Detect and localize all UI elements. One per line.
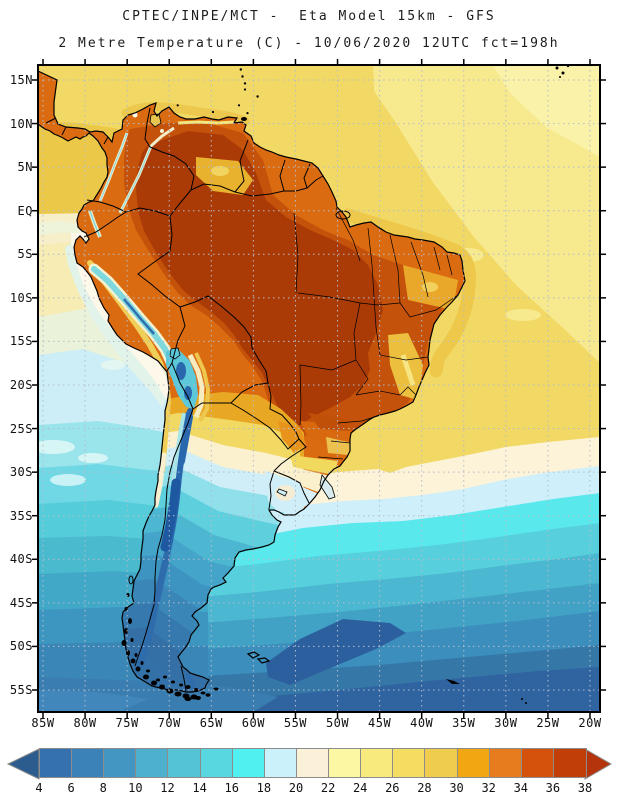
x-axis-label: 45W	[368, 716, 392, 730]
colorbar-tick-label: 10	[128, 781, 143, 795]
colorbar-left-arrow	[7, 748, 40, 780]
south-america-temperature-map	[32, 59, 606, 718]
colorbar-tick-label: 12	[160, 781, 175, 795]
x-axis-label: 25W	[536, 716, 560, 730]
colorbar-tick-label: 24	[352, 781, 368, 795]
y-axis-label: 10N	[9, 116, 33, 131]
y-axis-label: 25S	[9, 421, 33, 436]
colorbar-segment	[360, 748, 395, 778]
x-axis-label: 70W	[157, 716, 181, 730]
x-axis-label: 35W	[452, 716, 476, 730]
x-axis-label: 65W	[199, 716, 223, 730]
x-axis-label: 20W	[578, 716, 602, 730]
colorbar-tick-label: 22	[320, 781, 336, 795]
axis-ticks	[32, 59, 606, 718]
lake-titicaca	[169, 347, 181, 360]
colorbar-tick-label: 34	[513, 781, 529, 795]
x-axis-label: 55W	[283, 716, 308, 730]
colorbar-segment	[71, 748, 106, 778]
x-axis-label: 75W	[115, 716, 139, 730]
colorbar-tick-label: 36	[545, 781, 561, 795]
x-axis-label: 40W	[410, 716, 434, 730]
x-axis-label: 85W	[31, 716, 55, 730]
colorbar-segment	[103, 748, 138, 778]
x-axis-label: 50W	[325, 716, 350, 730]
y-axis-label: 15N	[9, 73, 33, 87]
colorbar-segment	[520, 748, 555, 778]
y-axis-label: 10S	[9, 290, 33, 305]
colorbar-segment	[456, 748, 491, 778]
x-axis-label: 60W	[241, 716, 265, 730]
page-subtitle: 2 Metre Temperature (C) - 10/06/2020 12U…	[58, 36, 560, 51]
colorbar-tick-label: 6	[67, 781, 75, 795]
map-canvas	[32, 59, 606, 718]
x-axis-label: 80W	[73, 716, 97, 730]
latlon-grid	[38, 65, 600, 712]
y-axis-label: 20S	[9, 377, 33, 392]
colorbar-segment	[199, 748, 234, 778]
colorbar-tick-label: 8	[99, 781, 107, 795]
colorbar-tick-label: 28	[417, 781, 432, 795]
colorbar-tick-label: 16	[224, 781, 239, 795]
colorbar-segment	[424, 748, 459, 778]
colorbar-segment	[167, 748, 202, 778]
y-axis-label: 40S	[9, 552, 33, 567]
map-frame	[37, 64, 601, 713]
colorbar-segment	[552, 748, 588, 778]
colorbar-tick-label: 38	[577, 781, 593, 795]
temperature-colorbar	[7, 748, 612, 780]
colorbar-tick-label: 4	[35, 781, 43, 795]
colorbar-segment	[135, 748, 170, 778]
colorbar-segment	[328, 748, 363, 778]
x-axis-label: 30W	[494, 716, 518, 730]
y-axis-label: 45S	[9, 595, 33, 610]
laguna-merin	[276, 488, 288, 497]
y-axis-label: 50S	[9, 639, 33, 654]
y-axis-label: EQ	[17, 203, 33, 218]
colorbar-segment	[392, 748, 427, 778]
colorbar-right-arrow	[584, 748, 612, 780]
y-axis-label: 5N	[17, 160, 33, 175]
colorbar-tick-label: 26	[385, 781, 400, 795]
y-axis-label: 55S	[9, 682, 33, 697]
y-axis-label: 15S	[9, 334, 33, 349]
y-axis-label: 5S	[17, 247, 33, 262]
colorbar-tick-label: 20	[288, 781, 304, 795]
y-axis-label: 35S	[9, 508, 33, 523]
colorbar-segment	[263, 748, 298, 778]
colorbar-segment	[295, 748, 331, 778]
colorbar-tick-label: 32	[481, 781, 496, 795]
colorbar-tick-label: 18	[256, 781, 272, 795]
y-axis-label: 30S	[9, 465, 33, 480]
page-title: CPTEC/INPE/MCT - Eta Model 15km - GFS	[122, 9, 496, 24]
colorbar-tick-label: 14	[192, 781, 207, 795]
colorbar-segment	[488, 748, 523, 778]
colorbar-segment	[39, 748, 74, 778]
colorbar-segment	[231, 748, 266, 778]
colorbar-tick-label: 30	[449, 781, 464, 795]
islands-and-fjords	[121, 65, 570, 704]
